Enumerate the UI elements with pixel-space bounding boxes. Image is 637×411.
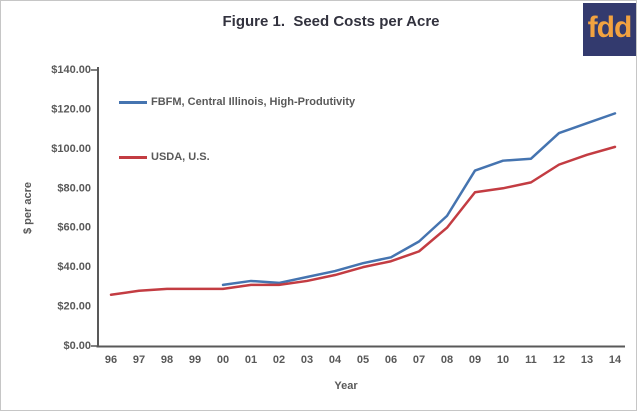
legend-label-usda: USDA, U.S. [151,151,210,163]
legend-label-fbfm: FBFM, Central Illinois, High-Produtivity [151,96,356,108]
x-axis-tick-label: 96 [105,354,117,366]
chart-title: Figure 1. Seed Costs per Acre [222,13,440,30]
x-axis-tick-label: 97 [133,354,145,366]
series-line-1 [109,145,617,296]
x-axis-tick-label: 06 [385,354,397,366]
x-axis-tick-label: 04 [329,354,342,366]
y-axis-tick-label: $80.00 [57,182,91,194]
x-axis-title: Year [334,380,358,392]
fbfm-line-sample [119,100,147,104]
usda-line-sample [119,155,147,159]
y-axis-tick-label: $140.00 [51,64,91,76]
x-axis-tick-label: 00 [217,354,229,366]
y-axis-tick-label: $20.00 [57,301,91,313]
x-axis-tick-label: 99 [189,354,201,366]
fdd-logo: fdd [583,3,636,56]
y-axis-tick-label: $60.00 [57,222,91,234]
y-axis-tick-label: $40.00 [57,261,91,273]
x-axis-tick-label: 10 [497,354,509,366]
x-axis-tick-label: 09 [469,354,481,366]
x-axis-tick-label: 07 [413,354,425,366]
x-axis-tick-label: 08 [441,354,453,366]
y-axis-title: $ per acre [22,182,34,234]
x-axis-tick-label: 01 [245,354,257,366]
fdd-logo-text: fdd [587,10,633,44]
y-axis-tick-label: $0.00 [63,340,91,352]
x-axis-tick-label: 98 [161,354,173,366]
x-axis-tick-label: 13 [581,354,593,366]
y-axis-tick-label: $120.00 [51,103,91,115]
x-axis-tick-label: 12 [553,354,565,366]
x-axis-tick-label: 11 [525,354,537,366]
y-axis-tick-label: $100.00 [51,143,91,155]
series-line-0 [221,112,617,287]
legend-entry-fbfm: FBFM, Central Illinois, High-Produtivity [119,96,355,108]
x-axis-tick-label: 05 [357,354,369,366]
x-axis-tick-label: 02 [273,354,285,366]
x-axis-tick-label: 14 [609,354,622,366]
legend-entry-usda: USDA, U.S. [119,151,210,163]
x-axis-tick-label: 03 [301,354,313,366]
